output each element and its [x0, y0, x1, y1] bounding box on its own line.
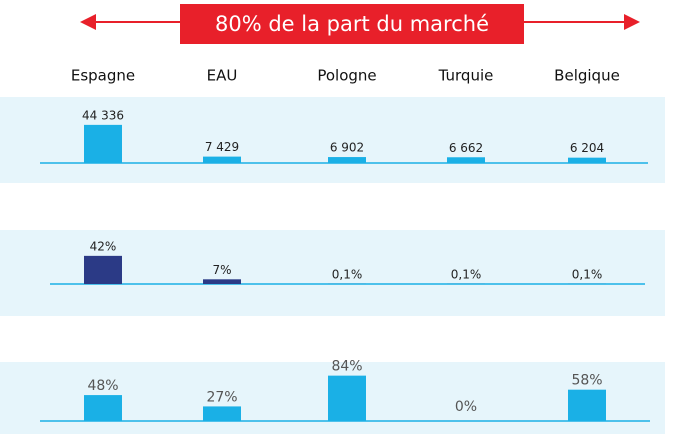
- value-label: 0%: [455, 399, 477, 415]
- category-label: Pologne: [317, 67, 376, 85]
- value-label: 7 429: [205, 140, 239, 154]
- value-label: 48%: [87, 378, 118, 394]
- value-label: 42%: [90, 239, 117, 253]
- value-label: 6 204: [570, 141, 604, 155]
- value-label: 0,1%: [332, 267, 363, 281]
- value-label: 6 902: [330, 141, 364, 155]
- category-label: Espagne: [71, 67, 135, 85]
- bar: [84, 124, 122, 163]
- bar: [84, 395, 122, 421]
- bar: [84, 255, 122, 284]
- value-label: 27%: [206, 389, 237, 405]
- bar: [203, 156, 241, 163]
- bar: [328, 375, 366, 421]
- header: 80% de la part du marché: [215, 12, 489, 36]
- value-label: 84%: [331, 359, 362, 375]
- header-box: [180, 4, 524, 44]
- bar: [447, 157, 485, 163]
- bar: [568, 157, 606, 163]
- value-label: 0,1%: [451, 267, 482, 281]
- value-label: 6 662: [449, 141, 483, 155]
- bar: [328, 157, 366, 163]
- category-label: EAU: [207, 67, 238, 85]
- value-label: 44 336: [82, 108, 124, 122]
- category-label: Belgique: [554, 67, 620, 85]
- arrow-head: [624, 14, 640, 30]
- bar: [203, 406, 241, 421]
- category-label: Turquie: [438, 67, 494, 85]
- bar: [568, 389, 606, 421]
- arrow-head: [80, 14, 96, 30]
- bar: [203, 279, 241, 284]
- value-label: 0,1%: [572, 267, 603, 281]
- value-label: 7%: [212, 263, 231, 277]
- value-label: 58%: [571, 373, 602, 389]
